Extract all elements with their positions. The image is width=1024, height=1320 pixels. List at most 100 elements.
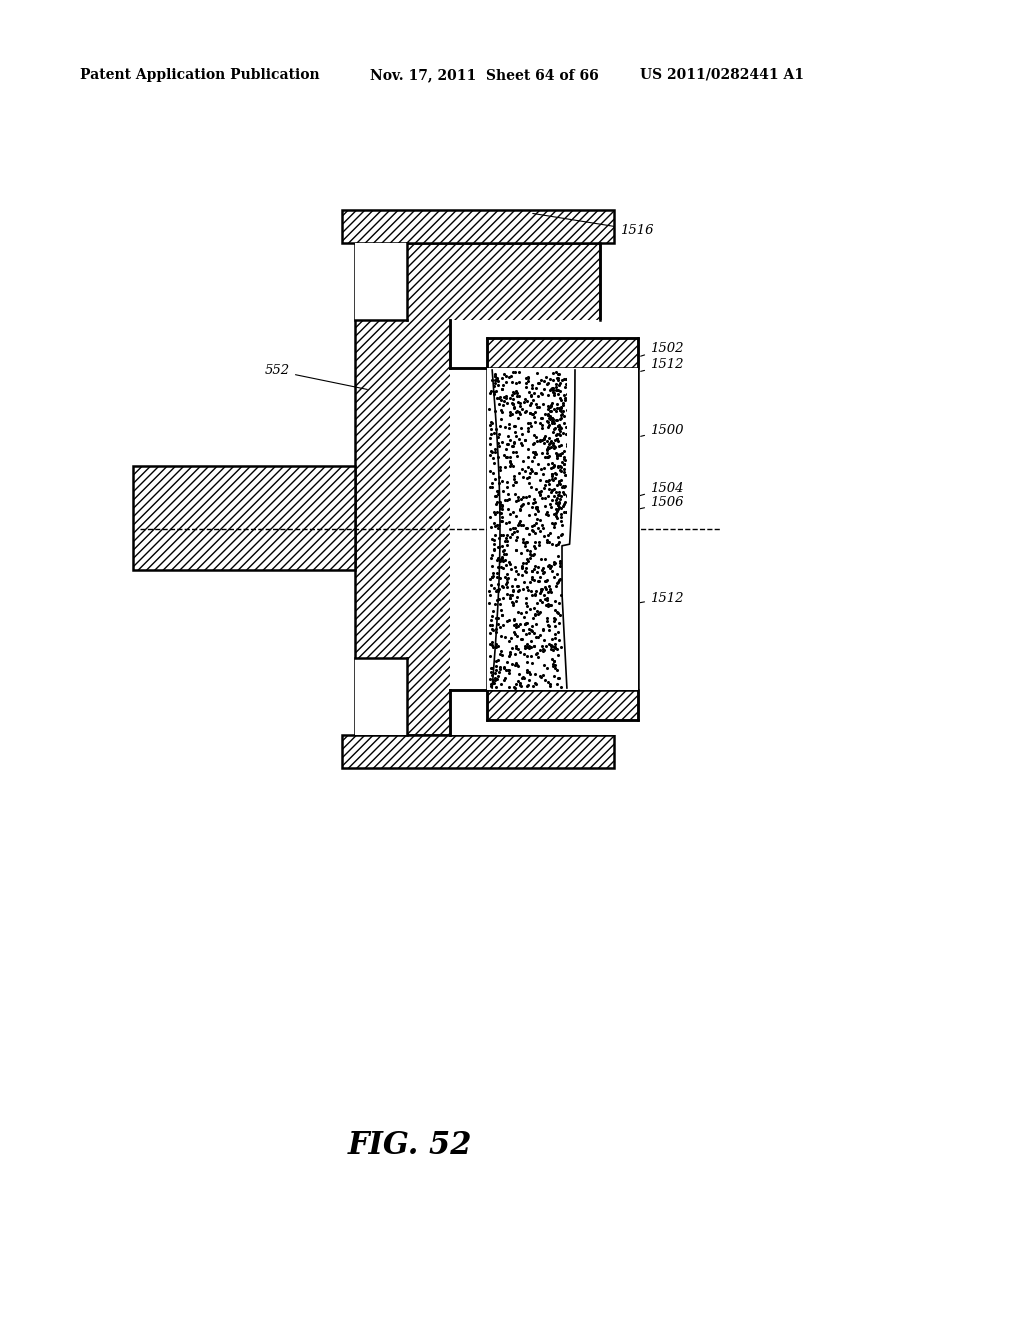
Point [529, 385, 546, 407]
Point [514, 552, 530, 573]
Point [483, 477, 500, 498]
Point [519, 438, 536, 459]
Point [525, 425, 542, 446]
Point [513, 488, 529, 510]
Point [496, 391, 512, 412]
Point [552, 474, 568, 495]
Point [519, 548, 536, 569]
Point [492, 536, 508, 557]
Point [541, 532, 557, 553]
Point [559, 486, 575, 507]
Point [536, 583, 552, 605]
Point [540, 396, 556, 417]
Point [489, 388, 506, 409]
Point [498, 438, 514, 459]
Point [497, 490, 513, 511]
Point [532, 370, 549, 391]
Point [555, 502, 571, 523]
Point [563, 371, 580, 392]
Point [504, 385, 520, 407]
Point [532, 408, 549, 429]
Point [504, 585, 520, 606]
Point [550, 455, 566, 477]
Point [520, 421, 537, 442]
Point [510, 639, 526, 660]
Point [518, 540, 535, 561]
Point [484, 672, 501, 693]
Point [547, 553, 563, 574]
Point [489, 649, 506, 671]
Point [551, 473, 567, 494]
Point [544, 479, 560, 500]
Point [560, 371, 577, 392]
Point [547, 655, 563, 676]
Point [553, 507, 569, 528]
Point [522, 645, 539, 667]
Point [496, 657, 512, 678]
Point [523, 392, 540, 413]
Point [527, 401, 544, 422]
Point [528, 642, 545, 663]
Point [541, 428, 557, 449]
Point [548, 425, 564, 446]
Point [539, 607, 555, 628]
Point [517, 536, 534, 557]
Point [557, 449, 573, 470]
Point [524, 451, 541, 473]
Point [557, 502, 573, 523]
Point [544, 408, 560, 429]
Point [546, 383, 562, 404]
Point [481, 623, 498, 644]
Polygon shape [567, 368, 638, 690]
Point [521, 638, 538, 659]
Point [551, 569, 567, 590]
Point [523, 560, 540, 581]
Point [487, 659, 504, 680]
Point [527, 583, 544, 605]
Point [482, 428, 499, 449]
Point [526, 556, 543, 577]
Point [555, 494, 571, 515]
Point [487, 401, 504, 422]
Polygon shape [487, 338, 638, 368]
Point [487, 469, 504, 490]
Point [537, 446, 553, 467]
Point [538, 549, 554, 570]
Point [546, 636, 562, 657]
Point [518, 561, 535, 582]
Point [508, 561, 524, 582]
Point [550, 384, 566, 405]
Point [542, 579, 558, 601]
Point [532, 602, 549, 623]
Point [516, 392, 532, 413]
Point [489, 517, 506, 539]
Point [552, 459, 568, 480]
Point [531, 624, 548, 645]
Point [506, 609, 522, 630]
Point [550, 499, 566, 520]
Point [540, 672, 556, 693]
Point [506, 383, 522, 404]
Point [540, 437, 556, 458]
Point [489, 537, 506, 558]
Point [494, 367, 510, 388]
Point [517, 461, 534, 482]
Point [488, 581, 505, 602]
Point [541, 615, 557, 636]
Point [542, 379, 558, 400]
Point [526, 605, 543, 626]
Point [542, 396, 558, 417]
Point [499, 524, 515, 545]
Point [542, 673, 558, 694]
Point [530, 372, 547, 393]
Point [488, 651, 505, 672]
Point [483, 545, 500, 566]
Point [547, 430, 563, 451]
Point [535, 463, 551, 484]
Point [512, 602, 528, 623]
Point [527, 442, 544, 463]
Point [553, 503, 569, 524]
Point [525, 544, 542, 565]
Point [559, 434, 575, 455]
Point [531, 482, 548, 503]
